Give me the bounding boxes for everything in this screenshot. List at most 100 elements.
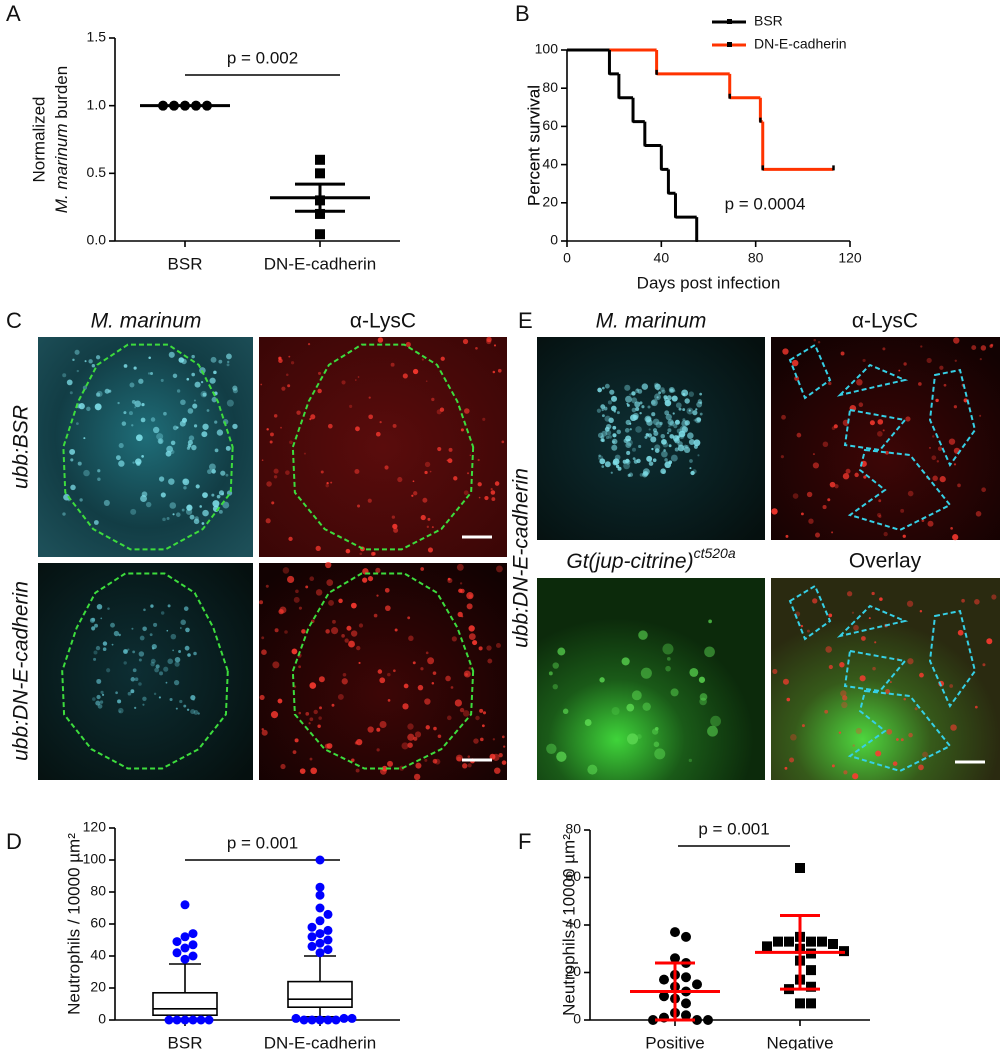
outlier: [307, 941, 317, 951]
micrograph-speckle: [607, 400, 612, 405]
outlier: [172, 948, 182, 958]
y-tick-label: 100: [83, 851, 107, 867]
micrograph-speckle: [125, 649, 128, 652]
micrograph-speckle: [134, 677, 139, 682]
micrograph-speckle: [699, 392, 703, 396]
micrograph-speckle: [461, 615, 464, 618]
micrograph-speckle: [689, 467, 692, 470]
micrograph-speckle: [118, 443, 124, 449]
micrograph-speckle: [919, 672, 924, 678]
micrograph-speckle: [974, 705, 978, 709]
y-tick-label: 0: [550, 232, 558, 248]
micrograph-speckle: [447, 458, 453, 464]
micrograph-speckle: [675, 402, 682, 409]
micrograph-speckle: [123, 364, 128, 368]
outlier: [323, 1015, 333, 1025]
data-point: [315, 229, 325, 240]
micrograph-speckle: [635, 426, 642, 433]
data-point: [681, 998, 691, 1009]
y-tick-label: 40: [542, 155, 558, 171]
micrograph-speckle: [950, 527, 953, 530]
micrograph-speckle: [351, 758, 355, 762]
micrograph-speckle: [95, 355, 101, 360]
legend-label: BSR: [754, 13, 783, 29]
micrograph-speckle: [131, 400, 136, 404]
data-point: [659, 974, 669, 985]
micrograph-speckle: [193, 424, 198, 428]
micrograph-speckle: [170, 633, 177, 640]
micrograph-speckle: [451, 636, 457, 642]
micrograph-speckle: [77, 461, 82, 466]
micrograph-speckle: [612, 440, 616, 444]
legend-marker: [727, 42, 732, 47]
micrograph-speckle: [293, 596, 300, 603]
panel-letter: B: [515, 1, 530, 26]
micrograph-speckle: [707, 725, 718, 737]
micrograph-speckle: [168, 351, 175, 358]
micrograph-speckle: [358, 623, 364, 628]
x-tick-label: BSR: [168, 1033, 203, 1050]
micrograph-speckle: [963, 398, 968, 403]
outlier: [172, 937, 182, 947]
micrograph-speckle: [974, 599, 980, 605]
micrograph-speckle: [145, 501, 152, 508]
micrograph-speckle: [413, 491, 418, 496]
micrograph-speckle: [261, 636, 265, 640]
micrograph-speckle: [625, 442, 632, 449]
micrograph-speckle: [490, 490, 496, 495]
micrograph-speckle: [422, 497, 428, 503]
micrograph-speckle: [952, 534, 959, 541]
micrograph-speckle: [168, 478, 175, 485]
micrograph-speckle: [479, 708, 484, 713]
y-tick-label: 1.5: [87, 29, 107, 45]
micrograph-speckle: [632, 447, 636, 452]
micrograph-speckle: [495, 642, 501, 648]
micrograph-speckle: [859, 675, 866, 682]
micrograph-speckle: [285, 373, 289, 377]
micrograph-speckle: [342, 672, 347, 677]
micrograph-speckle: [110, 622, 115, 628]
micrograph-speckle: [796, 432, 802, 438]
micrograph-speckle: [486, 336, 492, 343]
micrograph-speckle: [160, 611, 165, 615]
micrograph-speckle: [356, 645, 361, 651]
outlier: [180, 943, 190, 953]
micrograph-speckle: [772, 668, 778, 674]
micrograph-speckle: [458, 588, 463, 593]
x-tick-label: 0: [563, 250, 571, 266]
micrograph-speckle: [980, 345, 987, 351]
outlier: [188, 951, 198, 961]
micrograph-speckle: [785, 534, 789, 538]
outlier: [323, 945, 333, 955]
y-tick-label: 60: [542, 117, 558, 133]
micrograph-speckle: [663, 395, 668, 400]
micrograph-speckle: [162, 517, 166, 522]
micrograph-speckle: [414, 731, 422, 738]
micrograph-speckle: [309, 418, 312, 421]
micrograph-speckle: [226, 399, 234, 407]
micrograph-speckle: [394, 628, 398, 632]
micrograph-speckle: [790, 734, 797, 741]
micrograph-speckle: [666, 432, 670, 435]
micrograph-speckle: [157, 438, 164, 445]
micrograph-speckle: [684, 398, 690, 404]
micrograph-speckle: [273, 475, 278, 479]
micrograph-speckle: [854, 472, 859, 478]
micrograph-speckle: [187, 440, 193, 446]
micrograph-speckle: [608, 417, 614, 423]
micrograph-speckle: [611, 444, 618, 451]
micrograph-speckle: [877, 431, 883, 437]
micrograph-speckle: [840, 690, 847, 697]
data-point: [784, 936, 794, 947]
micrograph-speckle: [148, 356, 151, 360]
micrograph-speckle: [611, 395, 618, 402]
micrograph-speckle: [367, 726, 374, 733]
micrograph-speckle: [186, 446, 191, 450]
micrograph-speckle: [402, 373, 408, 379]
micrograph-speckle: [393, 527, 399, 533]
micrograph-speckle: [882, 429, 885, 432]
micrograph-speckle: [455, 754, 463, 762]
micrograph-speckle: [62, 512, 66, 516]
micrograph-speckle: [63, 493, 70, 501]
micrograph-speckle: [903, 697, 906, 701]
